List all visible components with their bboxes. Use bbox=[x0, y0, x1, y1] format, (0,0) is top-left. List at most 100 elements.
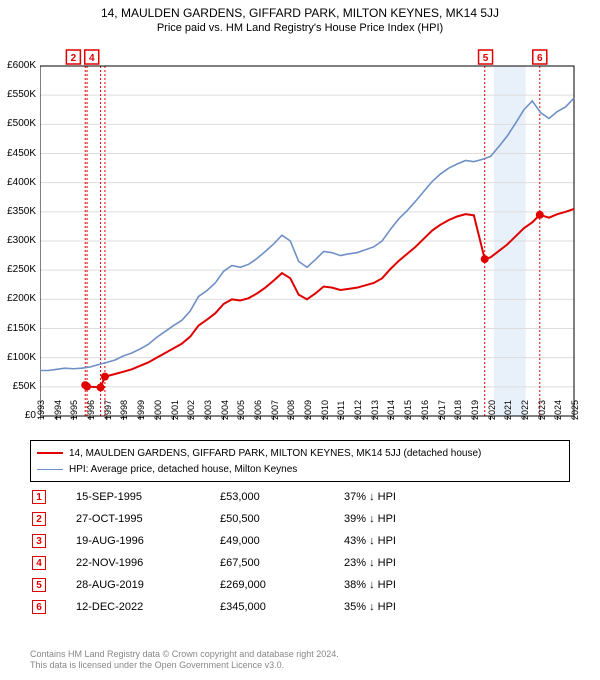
x-tick-label: 2006 bbox=[253, 400, 263, 420]
x-tick-label: 2016 bbox=[420, 400, 430, 420]
y-tick-label: £250K bbox=[0, 264, 36, 275]
x-tick-label: 2011 bbox=[336, 401, 346, 420]
sale-date: 15-SEP-1995 bbox=[74, 486, 218, 508]
x-tick-label: 2010 bbox=[320, 400, 330, 420]
sale-diff: 23% ↓ HPI bbox=[342, 552, 570, 574]
chart-title: 14, MAULDEN GARDENS, GIFFARD PARK, MILTO… bbox=[0, 0, 600, 20]
x-tick-label: 2007 bbox=[270, 400, 280, 420]
y-tick-label: £550K bbox=[0, 89, 36, 100]
sale-diff: 38% ↓ HPI bbox=[342, 574, 570, 596]
sale-diff: 39% ↓ HPI bbox=[342, 508, 570, 530]
x-tick-label: 1998 bbox=[119, 400, 129, 420]
x-tick-label: 2013 bbox=[370, 400, 380, 420]
sale-date: 27-OCT-1995 bbox=[74, 508, 218, 530]
x-tick-label: 2014 bbox=[386, 400, 396, 420]
footer-line1: Contains HM Land Registry data © Crown c… bbox=[30, 649, 339, 661]
x-tick-label: 2002 bbox=[186, 400, 196, 420]
sale-price: £67,500 bbox=[218, 552, 342, 574]
chart-subtitle: Price paid vs. HM Land Registry's House … bbox=[0, 20, 600, 38]
legend-item: 14, MAULDEN GARDENS, GIFFARD PARK, MILTO… bbox=[37, 445, 563, 461]
sale-dot bbox=[481, 255, 489, 263]
sale-price: £53,000 bbox=[218, 486, 342, 508]
sale-label-n: 6 bbox=[537, 53, 543, 64]
sales-table: 1 15-SEP-1995£53,00037% ↓ HPI 2 27-OCT-1995… bbox=[30, 486, 570, 618]
x-tick-label: 1995 bbox=[69, 400, 79, 420]
x-tick-label: 2004 bbox=[220, 400, 230, 420]
table-row: 6 12-DEC-2022£345,00035% ↓ HPI bbox=[30, 596, 570, 618]
x-tick-label: 1993 bbox=[36, 400, 46, 420]
sale-price: £345,000 bbox=[218, 596, 342, 618]
x-tick-label: 1997 bbox=[103, 400, 113, 420]
x-tick-label: 2025 bbox=[570, 400, 580, 420]
x-tick-label: 1996 bbox=[86, 400, 96, 420]
x-tick-label: 2019 bbox=[470, 400, 480, 420]
sale-dot bbox=[101, 373, 109, 381]
sale-price: £50,500 bbox=[218, 508, 342, 530]
sale-date: 28-AUG-2019 bbox=[74, 574, 218, 596]
y-tick-label: £100K bbox=[0, 352, 36, 363]
sale-n-box: 5 bbox=[32, 578, 46, 592]
x-tick-label: 1994 bbox=[53, 400, 63, 420]
footer: Contains HM Land Registry data © Crown c… bbox=[30, 649, 339, 672]
x-tick-label: 2003 bbox=[203, 400, 213, 420]
plot-area: 2456 £0£50K£100K£150K£200K£250K£300K£350… bbox=[40, 48, 580, 428]
y-tick-label: £600K bbox=[0, 60, 36, 71]
y-tick-label: £0 bbox=[0, 410, 36, 421]
x-tick-label: 2021 bbox=[503, 400, 513, 420]
x-tick-label: 2018 bbox=[453, 400, 463, 420]
sale-dot bbox=[536, 211, 544, 219]
legend-line bbox=[37, 452, 63, 454]
sale-dot bbox=[83, 383, 91, 391]
sale-date: 12-DEC-2022 bbox=[74, 596, 218, 618]
y-tick-label: £150K bbox=[0, 323, 36, 334]
sale-diff: 43% ↓ HPI bbox=[342, 530, 570, 552]
y-tick-label: £200K bbox=[0, 293, 36, 304]
sale-price: £269,000 bbox=[218, 574, 342, 596]
x-tick-label: 2015 bbox=[403, 400, 413, 420]
x-tick-label: 2009 bbox=[303, 400, 313, 420]
sale-date: 22-NOV-1996 bbox=[74, 552, 218, 574]
sale-dot bbox=[97, 383, 105, 391]
sale-label-n: 4 bbox=[89, 53, 95, 64]
x-tick-label: 2024 bbox=[553, 400, 563, 420]
sale-n-box: 6 bbox=[32, 600, 46, 614]
sale-diff: 35% ↓ HPI bbox=[342, 596, 570, 618]
x-tick-label: 2017 bbox=[437, 400, 447, 420]
footer-line2: This data is licensed under the Open Gov… bbox=[30, 660, 339, 672]
legend-line bbox=[37, 469, 63, 470]
x-tick-label: 2005 bbox=[236, 400, 246, 420]
legend-item: HPI: Average price, detached house, Milt… bbox=[37, 461, 563, 477]
table-row: 1 15-SEP-1995£53,00037% ↓ HPI bbox=[30, 486, 570, 508]
x-tick-label: 2022 bbox=[520, 400, 530, 420]
x-tick-label: 2023 bbox=[537, 400, 547, 420]
sale-price: £49,000 bbox=[218, 530, 342, 552]
chart-svg: 2 4 5 6 bbox=[40, 48, 580, 428]
legend: 14, MAULDEN GARDENS, GIFFARD PARK, MILTO… bbox=[30, 440, 570, 482]
sale-date: 19-AUG-1996 bbox=[74, 530, 218, 552]
y-tick-label: £400K bbox=[0, 177, 36, 188]
x-tick-label: 2020 bbox=[487, 400, 497, 420]
x-tick-label: 2001 bbox=[170, 400, 180, 420]
table-row: 5 28-AUG-2019£269,00038% ↓ HPI bbox=[30, 574, 570, 596]
sale-label-n: 2 bbox=[71, 53, 77, 64]
legend-label: HPI: Average price, detached house, Milt… bbox=[69, 464, 297, 475]
sale-diff: 37% ↓ HPI bbox=[342, 486, 570, 508]
table-row: 4 22-NOV-1996£67,50023% ↓ HPI bbox=[30, 552, 570, 574]
y-tick-label: £450K bbox=[0, 148, 36, 159]
x-tick-label: 1999 bbox=[136, 400, 146, 420]
y-tick-label: £350K bbox=[0, 206, 36, 217]
chart-container: 14, MAULDEN GARDENS, GIFFARD PARK, MILTO… bbox=[0, 0, 600, 680]
sale-n-box: 2 bbox=[32, 512, 46, 526]
sale-n-box: 1 bbox=[32, 490, 46, 504]
x-tick-label: 2012 bbox=[353, 400, 363, 420]
y-tick-label: £50K bbox=[0, 381, 36, 392]
legend-label: 14, MAULDEN GARDENS, GIFFARD PARK, MILTO… bbox=[69, 448, 481, 459]
table-row: 3 19-AUG-1996£49,00043% ↓ HPI bbox=[30, 530, 570, 552]
y-tick-label: £500K bbox=[0, 118, 36, 129]
sale-n-box: 3 bbox=[32, 534, 46, 548]
sale-n-box: 4 bbox=[32, 556, 46, 570]
x-tick-label: 2008 bbox=[286, 400, 296, 420]
sale-label-n: 5 bbox=[483, 53, 489, 64]
x-tick-label: 2000 bbox=[153, 400, 163, 420]
table-row: 2 27-OCT-1995£50,50039% ↓ HPI bbox=[30, 508, 570, 530]
